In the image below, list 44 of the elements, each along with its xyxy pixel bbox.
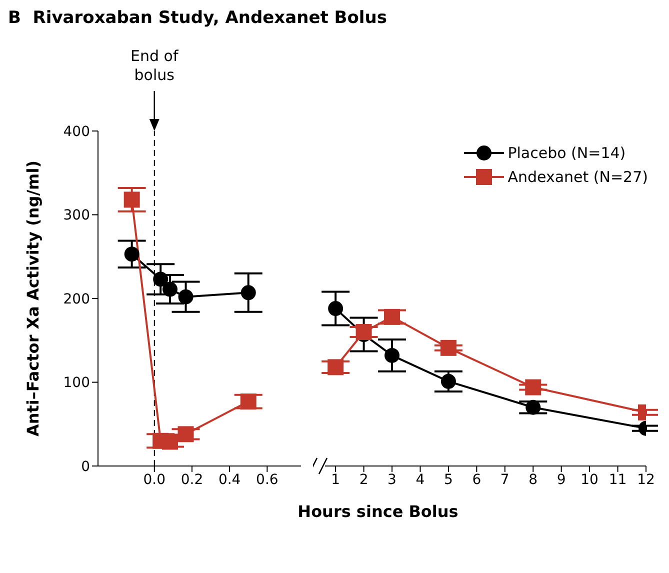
x-tick-label: 3 — [388, 472, 396, 488]
x-tick-label: 9 — [556, 472, 566, 488]
x-tick-label: 0.6 — [256, 472, 278, 488]
y-tick-label: 400 — [63, 124, 90, 140]
y-tick-label: 100 — [63, 375, 90, 392]
point — [153, 272, 168, 287]
y-tick-label: 300 — [63, 208, 90, 224]
x-tick-label: 0.0 — [143, 472, 166, 488]
chart-title: B Rivaroxaban Study, Andexanet Bolus — [8, 8, 388, 30]
point — [178, 289, 194, 304]
point — [526, 400, 541, 415]
x-tick-label: 6 — [472, 472, 482, 488]
x-tick-label: 11 — [608, 472, 627, 488]
x-tick-label: 10 — [580, 472, 598, 488]
y-axis-title: Anti–Factor Xa Activity (ng/ml) — [24, 160, 43, 437]
point — [240, 285, 256, 300]
point — [162, 282, 178, 297]
y-tick-label: 200 — [63, 291, 90, 308]
point — [440, 374, 456, 389]
x-tick-label: 5 — [444, 472, 453, 488]
point — [440, 340, 456, 356]
point — [356, 324, 372, 340]
point — [124, 192, 140, 208]
x-tick-label: 7 — [500, 472, 510, 488]
x-tick-label: 2 — [359, 472, 368, 488]
point — [124, 246, 140, 262]
point — [240, 394, 256, 410]
point — [384, 348, 400, 363]
point — [328, 301, 344, 316]
x-tick-label: 0.4 — [218, 472, 241, 488]
x-tick-label: 8 — [528, 472, 538, 488]
ref-line-label: End of bolus — [130, 47, 179, 84]
x-tick-label: 1 — [331, 472, 340, 488]
x-tick-label: 4 — [416, 472, 425, 488]
point — [328, 359, 344, 376]
y-tick-label: 0 — [81, 458, 90, 475]
point — [178, 426, 194, 442]
point — [525, 379, 542, 396]
legend-label: Andexanet (N=27) — [508, 168, 648, 186]
point — [384, 308, 400, 325]
legend-label: Placebo (N=14) — [508, 144, 626, 162]
x-tick-label: 0.2 — [180, 472, 204, 488]
x-axis-title: Hours since Bolus — [296, 502, 460, 521]
x-tick-label: 12 — [637, 472, 655, 488]
